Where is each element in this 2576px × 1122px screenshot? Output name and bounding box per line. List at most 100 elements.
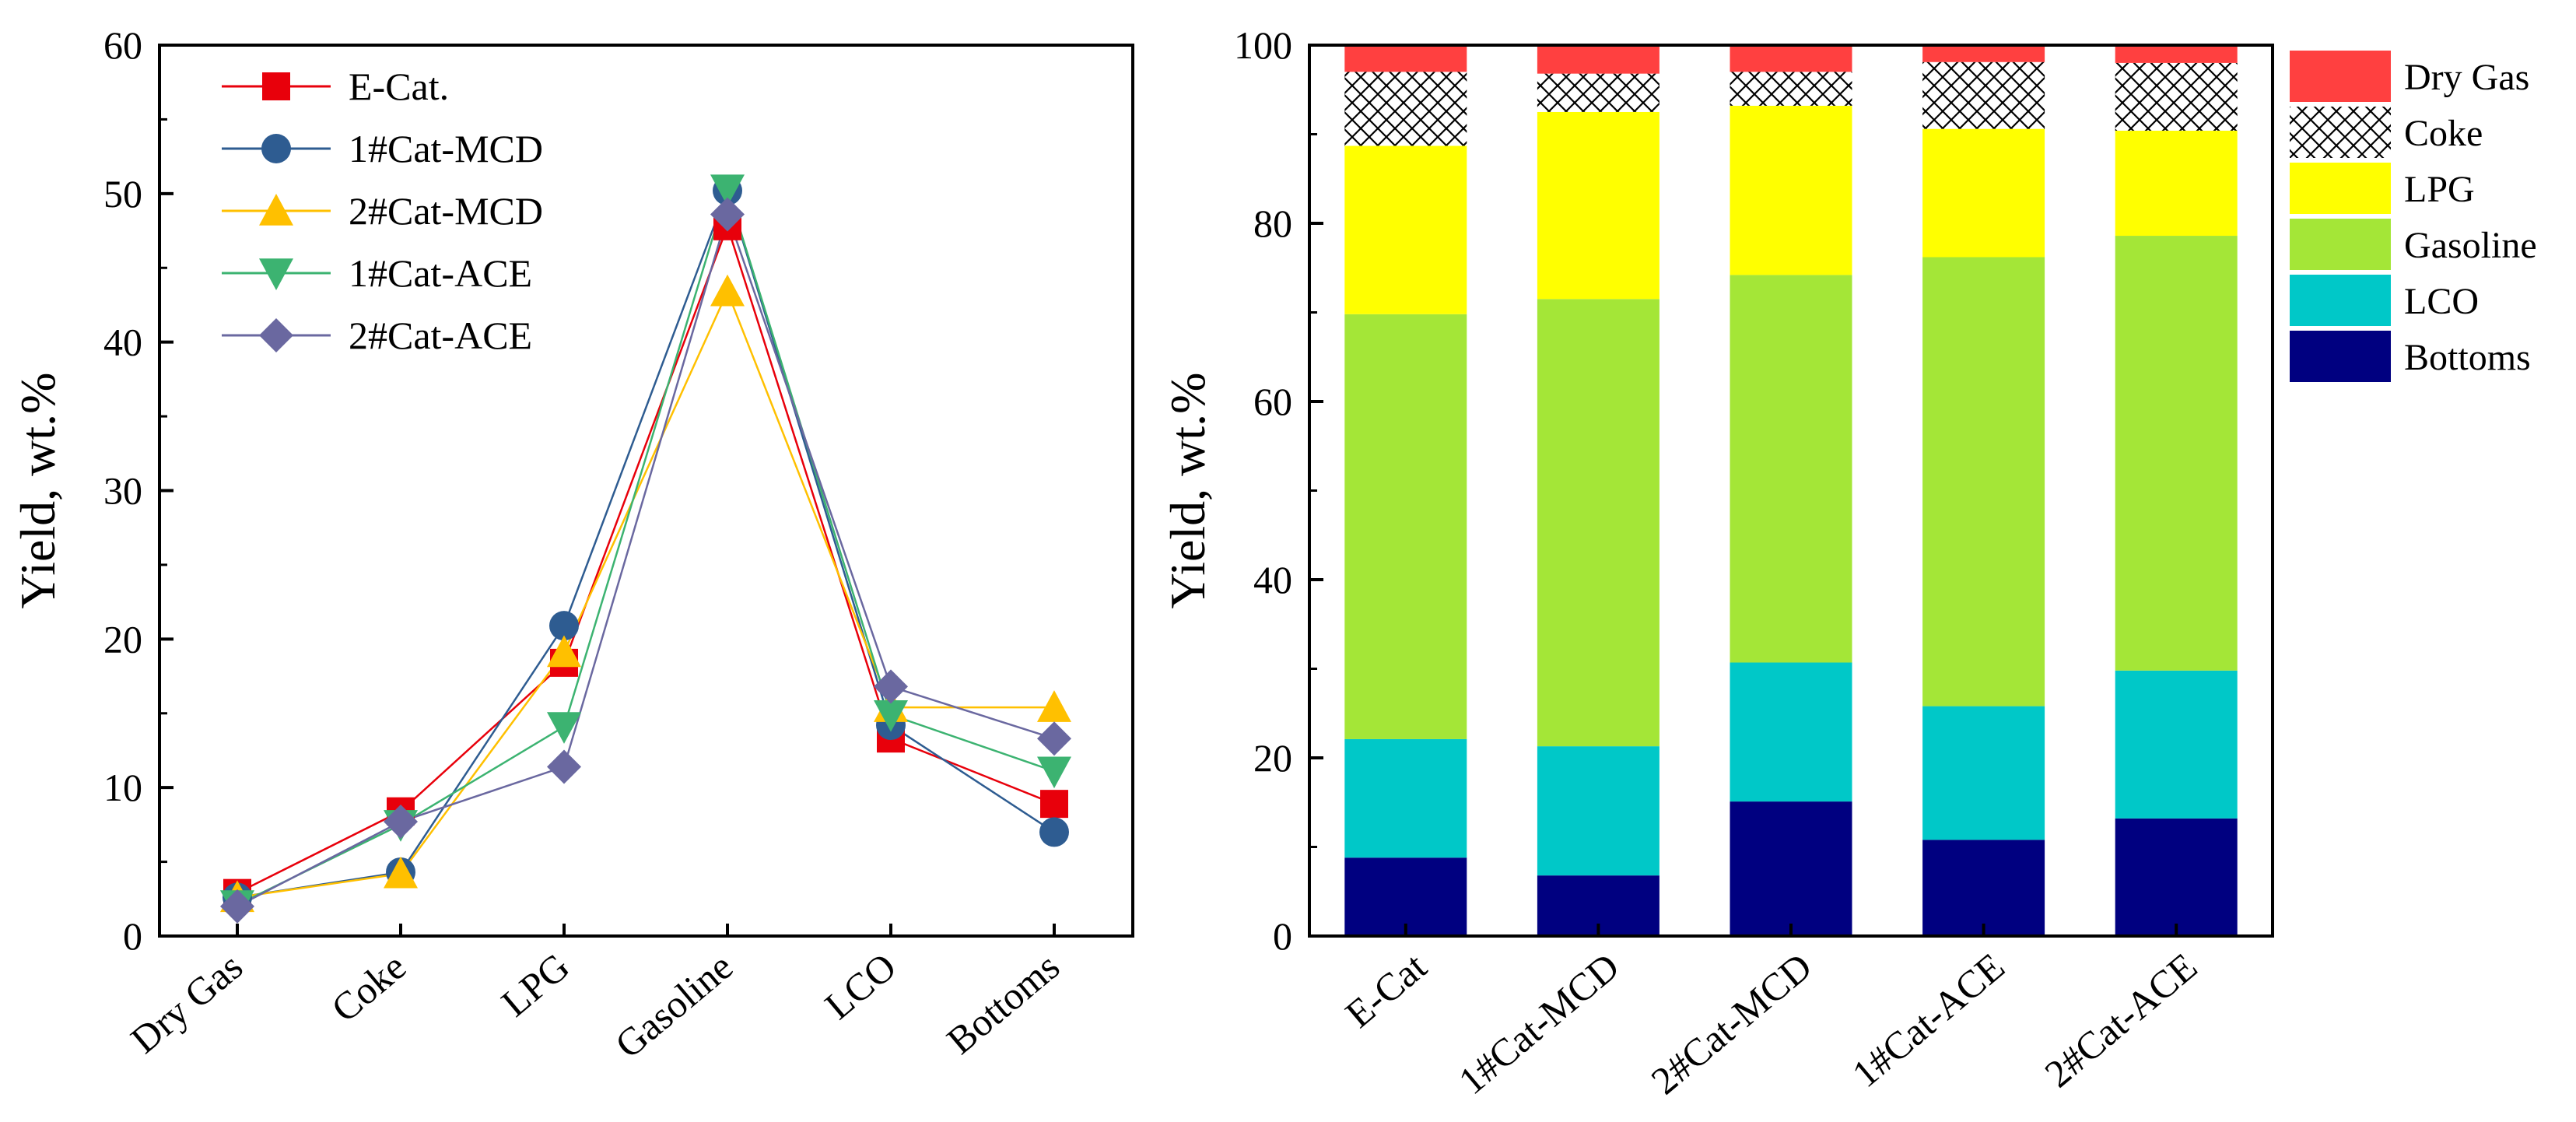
legend: E-Cat. 1#Cat-MCD 2#Cat-MCD 1#Cat-ACE 2#Cat-A… — [222, 65, 543, 357]
y-tick-label: 80 — [1253, 202, 1292, 245]
point-2-cat-mcd-bottoms — [1037, 690, 1071, 722]
legend-marker-1-cat-ace — [259, 258, 293, 290]
x-tick-label-1-cat-mcd: 1#Cat-MCD — [1450, 945, 1628, 1103]
bar-1-cat-ace-lco — [1922, 706, 2045, 840]
bar-1-cat-mcd-gasoline — [1537, 299, 1660, 747]
bar-1-cat-ace-bottoms — [1922, 840, 2045, 936]
legend-marker-e-cat — [262, 72, 290, 100]
legend-swatch-lco — [2290, 275, 2391, 326]
line-chart-panel: 0 10 20 30 40 50 60 Dry Gas Coke LPG Gasoline LCO Bo… — [10, 23, 1134, 1067]
y-tick-label: 0 — [123, 914, 142, 958]
y-tick-label: 60 — [103, 23, 142, 67]
bar-2-cat-ace-gasoline — [2115, 236, 2238, 671]
legend-marker-1-cat-mcd — [261, 134, 291, 163]
legend-label-coke: Coke — [2404, 113, 2483, 154]
legend-swatch-gasoline — [2290, 219, 2391, 270]
stacked-bar-chart-panel: 0 20 40 60 80 100 E-Cat 1#Cat-MCD 2#Cat-MCD 1#Cat… — [1160, 23, 2537, 1103]
legend-label-2-cat-ace: 2#Cat-ACE — [349, 314, 532, 357]
point-e-cat-bottoms — [1040, 790, 1068, 819]
point-2-cat-ace-coke — [384, 805, 418, 840]
legend-label-lpg: LPG — [2404, 169, 2475, 210]
bar-2-cat-mcd-coke — [1730, 72, 1852, 106]
y-tick-label: 60 — [1253, 380, 1292, 423]
legend-label-2-cat-mcd: 2#Cat-MCD — [349, 189, 543, 233]
x-tick-label-lco: LCO — [816, 945, 904, 1028]
series-line-1-cat-mcd — [237, 188, 1055, 899]
bar-1-cat-mcd-coke — [1537, 73, 1660, 112]
y-tick-label: 40 — [1253, 558, 1292, 601]
bar-1-cat-ace-dry-gas — [1922, 45, 2045, 62]
legend-label-gasoline: Gasoline — [2404, 225, 2537, 266]
bar-2-cat-mcd-lco — [1730, 662, 1852, 802]
bar-2-cat-mcd-lpg — [1730, 105, 1852, 275]
bar-2-cat-mcd-dry-gas — [1730, 45, 1852, 72]
point-2-cat-ace-gasoline — [710, 197, 745, 232]
legend-swatch-lpg — [2290, 163, 2391, 214]
x-tick-label-2-cat-mcd: 2#Cat-MCD — [1643, 945, 1821, 1103]
bar-2-cat-ace-bottoms — [2115, 818, 2238, 936]
x-tick-label-dry-gas: Dry Gas — [122, 945, 251, 1062]
y-axis-label: Yield, wt.% — [10, 373, 65, 609]
y-tick-label: 50 — [103, 172, 142, 216]
bar-2-cat-ace-coke — [2115, 62, 2238, 131]
series-line-2-cat-ace — [237, 211, 1055, 907]
bar-e-cat-gasoline — [1344, 314, 1467, 739]
bar-2-cat-ace-lco — [2115, 670, 2238, 819]
legend-label-e-cat: E-Cat. — [349, 65, 449, 108]
y-tick-label: 10 — [103, 766, 142, 809]
y-tick-label: 30 — [103, 469, 142, 513]
y-tick-label: 20 — [103, 617, 142, 661]
y-axis-label: Yield, wt.% — [1160, 373, 1215, 609]
point-2-cat-mcd-lpg — [547, 635, 581, 668]
legend-label-1-cat-ace: 1#Cat-ACE — [349, 251, 532, 295]
series-line-1-cat-ace — [237, 185, 1055, 906]
bar-e-cat-coke — [1344, 72, 1467, 146]
legend-label-1-cat-mcd: 1#Cat-MCD — [349, 127, 543, 170]
bar-e-cat-dry-gas — [1344, 45, 1467, 72]
x-tick-label-1-cat-ace: 1#Cat-ACE — [1844, 945, 2013, 1096]
y-tick-label: 40 — [103, 321, 142, 364]
legend-marker-2-cat-mcd — [259, 194, 293, 226]
x-tick-label-gasoline: Gasoline — [607, 945, 741, 1067]
bar-e-cat-bottoms — [1344, 857, 1467, 936]
legend: Dry Gas Coke LPG Gasoline LCO Bottoms — [2290, 51, 2537, 382]
point-1-cat-ace-lpg — [547, 712, 581, 744]
point-1-cat-ace-lco — [874, 699, 908, 732]
x-tick-label-lpg: LPG — [493, 945, 577, 1026]
x-tick-label-e-cat: E-Cat — [1337, 944, 1435, 1036]
y-tick-label: 20 — [1253, 736, 1292, 780]
point-2-cat-ace-lco — [874, 669, 908, 704]
y-tick-label: 0 — [1273, 914, 1292, 958]
x-tick-label-bottoms: Bottoms — [938, 945, 1067, 1063]
bar-2-cat-ace-dry-gas — [2115, 45, 2238, 63]
legend-swatch-bottoms — [2290, 331, 2391, 382]
legend-label-dry-gas: Dry Gas — [2404, 57, 2529, 98]
legend-label-lco: LCO — [2404, 281, 2479, 322]
legend-marker-2-cat-ace — [259, 318, 293, 352]
bar-1-cat-mcd-lpg — [1537, 111, 1660, 300]
series-line-2-cat-mcd — [237, 289, 1054, 899]
bar-2-cat-ace-lpg — [2115, 130, 2238, 237]
point-1-cat-mcd-lpg — [549, 611, 579, 641]
legend-label-bottoms: Bottoms — [2404, 337, 2531, 378]
point-1-cat-mcd-bottoms — [1039, 817, 1069, 847]
bar-2-cat-mcd-bottoms — [1730, 801, 1852, 936]
x-tick-label-2-cat-ace: 2#Cat-ACE — [2036, 945, 2205, 1096]
point-2-cat-mcd-gasoline — [710, 274, 745, 307]
y-tick-label: 100 — [1234, 23, 1292, 67]
bar-1-cat-ace-gasoline — [1922, 257, 2045, 707]
bar-e-cat-lco — [1344, 738, 1467, 858]
legend-swatch-coke — [2290, 107, 2391, 158]
point-1-cat-ace-gasoline — [710, 174, 745, 207]
bar-1-cat-mcd-lco — [1537, 746, 1660, 876]
point-2-cat-ace-bottoms — [1037, 721, 1071, 756]
legend-swatch-dry-gas — [2290, 51, 2391, 102]
x-tick-label-coke: Coke — [323, 945, 414, 1031]
point-1-cat-ace-bottoms — [1037, 756, 1071, 789]
bar-1-cat-ace-coke — [1922, 61, 2045, 129]
bar-2-cat-mcd-gasoline — [1730, 275, 1852, 663]
point-2-cat-ace-lpg — [547, 749, 581, 784]
bar-1-cat-ace-lpg — [1922, 128, 2045, 258]
